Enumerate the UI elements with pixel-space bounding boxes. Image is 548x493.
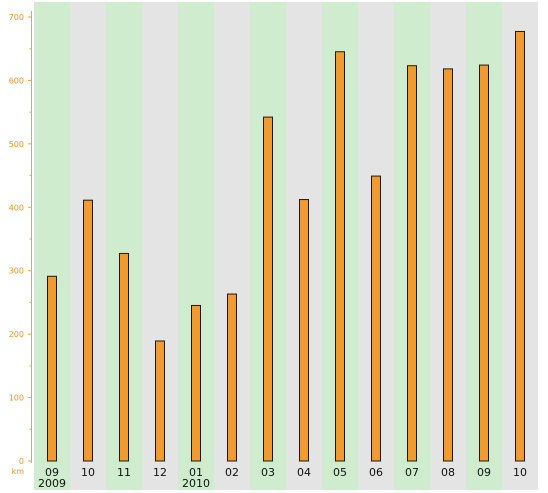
x-tick-label: 06 xyxy=(369,466,383,479)
bar xyxy=(227,293,237,462)
y-tick-label: 100 xyxy=(9,394,24,403)
bar xyxy=(155,340,165,462)
bar xyxy=(263,116,273,462)
y-tick-label: 400 xyxy=(9,203,24,212)
year-label: 2009 xyxy=(38,477,66,490)
x-tick-label: 10 xyxy=(81,466,95,479)
x-tick-label: 01 xyxy=(189,466,203,479)
y-tick-label: 200 xyxy=(9,330,24,339)
y-tick-label: 600 xyxy=(9,76,24,85)
year-label: 2010 xyxy=(182,477,210,490)
column-bands xyxy=(34,2,538,490)
y-tick-label: 300 xyxy=(9,267,24,276)
x-tick-label: 05 xyxy=(333,466,347,479)
x-tick-label: 12 xyxy=(153,466,167,479)
bar xyxy=(515,30,525,462)
x-tick-label: 03 xyxy=(261,466,275,479)
x-tick-label: 09 xyxy=(477,466,491,479)
y-unit-label: km xyxy=(12,467,25,476)
x-tick-label: 04 xyxy=(297,466,311,479)
bar xyxy=(299,199,309,462)
x-tick-label: 10 xyxy=(513,466,527,479)
x-tick-label: 09 xyxy=(45,466,59,479)
y-tick-label: 700 xyxy=(9,13,24,22)
bar xyxy=(83,199,93,462)
bars xyxy=(47,30,525,462)
x-tick-label: 07 xyxy=(405,466,419,479)
bar xyxy=(407,65,417,462)
bar xyxy=(47,275,57,462)
x-tick-label: 11 xyxy=(117,466,131,479)
y-tick-label: 500 xyxy=(9,140,24,149)
bar xyxy=(443,68,453,462)
x-axis-labels: 09 10 11 12 01 02 03 04 05 06 07 08 09 10 2009 2010 xyxy=(38,466,527,490)
x-tick-label: 08 xyxy=(441,466,455,479)
bar xyxy=(479,64,489,462)
y-tick-label: 0 xyxy=(19,457,24,466)
bar xyxy=(191,304,201,462)
bar xyxy=(335,51,345,462)
bar xyxy=(119,252,129,462)
x-tick-label: 02 xyxy=(225,466,239,479)
bar xyxy=(371,175,381,462)
y-axis: 0 100 200 300 400 500 600 700 km xyxy=(9,11,32,476)
